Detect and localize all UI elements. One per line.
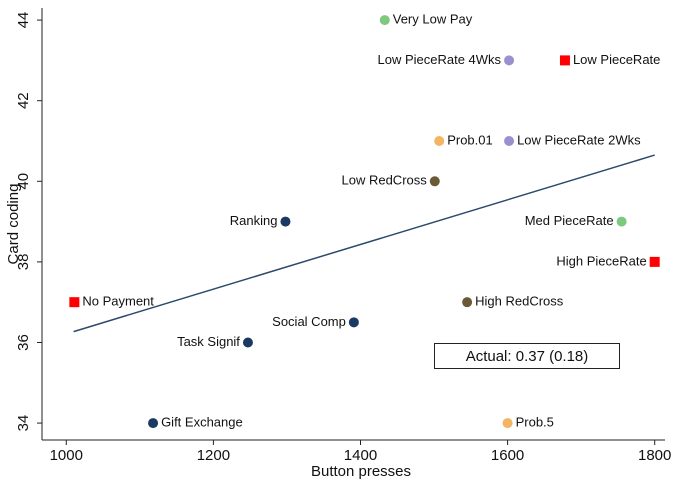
point (559, 55, 570, 66)
point (379, 15, 390, 26)
point (69, 297, 80, 308)
point-label: Low PieceRate 4Wks (378, 52, 502, 67)
point (434, 135, 445, 146)
point (348, 317, 359, 328)
fit-line (73, 154, 655, 333)
point (502, 418, 513, 429)
x-tick-label: 1800 (638, 447, 671, 464)
point-label: Task Signif (177, 334, 240, 349)
point-label: Very Low Pay (393, 12, 473, 27)
x-tick-label: 1400 (344, 447, 377, 464)
y-tick-label: 42 (15, 92, 32, 109)
point-label: Low PieceRate (573, 52, 660, 67)
point-label: Prob.01 (447, 132, 493, 147)
y-tick-label: 36 (15, 334, 32, 351)
point (280, 216, 291, 227)
y-axis-title: Card coding (5, 184, 22, 265)
point-label: Gift Exchange (161, 415, 243, 430)
point-label: High RedCross (475, 294, 564, 309)
y-tick-label: 34 (15, 415, 32, 432)
point-label: Social Comp (272, 314, 346, 329)
annotation-box: Actual: 0.37 (0.18) (434, 343, 620, 369)
point (242, 337, 253, 348)
y-tick-label: 40 (15, 173, 32, 190)
y-tick-label: 44 (15, 12, 32, 29)
point-label: No Payment (82, 294, 154, 309)
point-label: Low PieceRate 2Wks (517, 132, 641, 147)
x-axis-title: Button presses (311, 463, 411, 480)
point (462, 297, 473, 308)
point-label: Low RedCross (342, 173, 428, 188)
point (148, 418, 159, 429)
point-label: Med PieceRate (525, 213, 614, 228)
point (649, 256, 660, 267)
point-label: Ranking (230, 213, 278, 228)
point (504, 55, 515, 66)
x-tick-label: 1600 (491, 447, 524, 464)
point (616, 216, 627, 227)
x-tick-label: 1200 (197, 447, 230, 464)
point (429, 176, 440, 187)
point-label: High PieceRate (556, 253, 646, 268)
y-tick-label: 38 (15, 254, 32, 271)
point (504, 135, 515, 146)
point-label: Prob.5 (516, 415, 554, 430)
x-tick-label: 1000 (50, 447, 83, 464)
